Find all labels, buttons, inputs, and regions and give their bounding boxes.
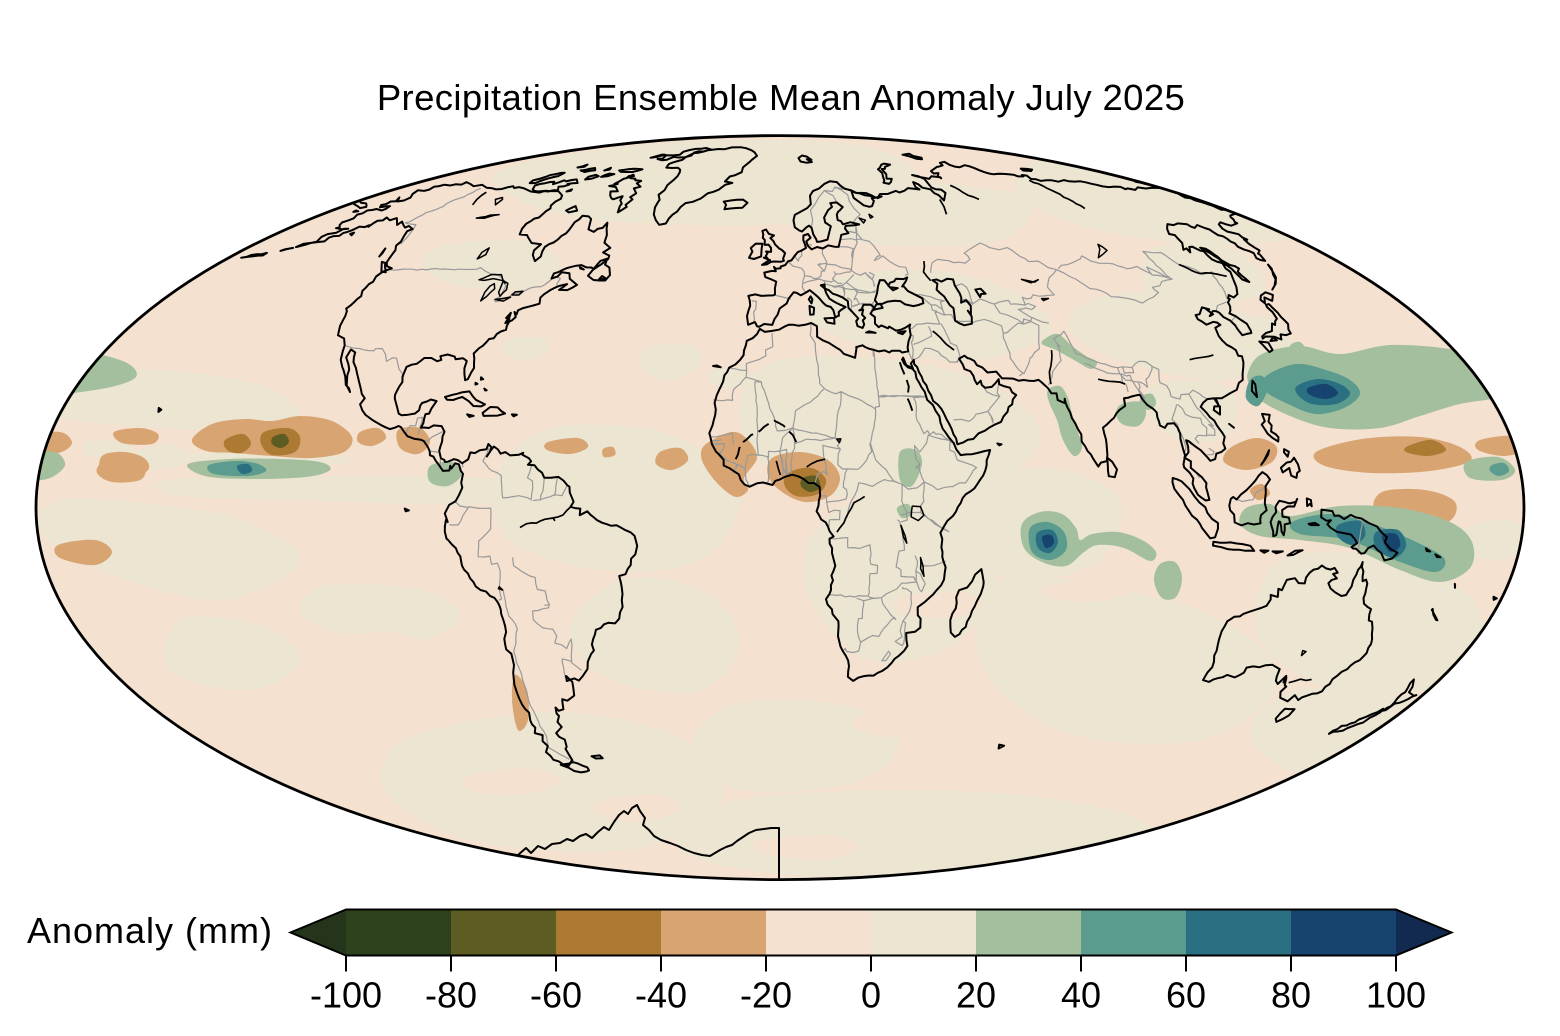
svg-text:100: 100 xyxy=(1366,975,1426,1016)
svg-text:40: 40 xyxy=(1061,975,1101,1016)
svg-text:-60: -60 xyxy=(530,975,582,1016)
svg-text:60: 60 xyxy=(1166,975,1206,1016)
svg-text:80: 80 xyxy=(1271,975,1311,1016)
svg-text:20: 20 xyxy=(956,975,996,1016)
svg-text:-100: -100 xyxy=(310,975,382,1016)
svg-text:Precipitation Ensemble Mean An: Precipitation Ensemble Mean Anomaly July… xyxy=(377,77,1185,118)
svg-text:-40: -40 xyxy=(635,975,687,1016)
svg-text:-20: -20 xyxy=(740,975,792,1016)
svg-text:Anomaly (mm): Anomaly (mm) xyxy=(27,910,273,951)
svg-text:0: 0 xyxy=(861,975,881,1016)
svg-text:-80: -80 xyxy=(425,975,477,1016)
